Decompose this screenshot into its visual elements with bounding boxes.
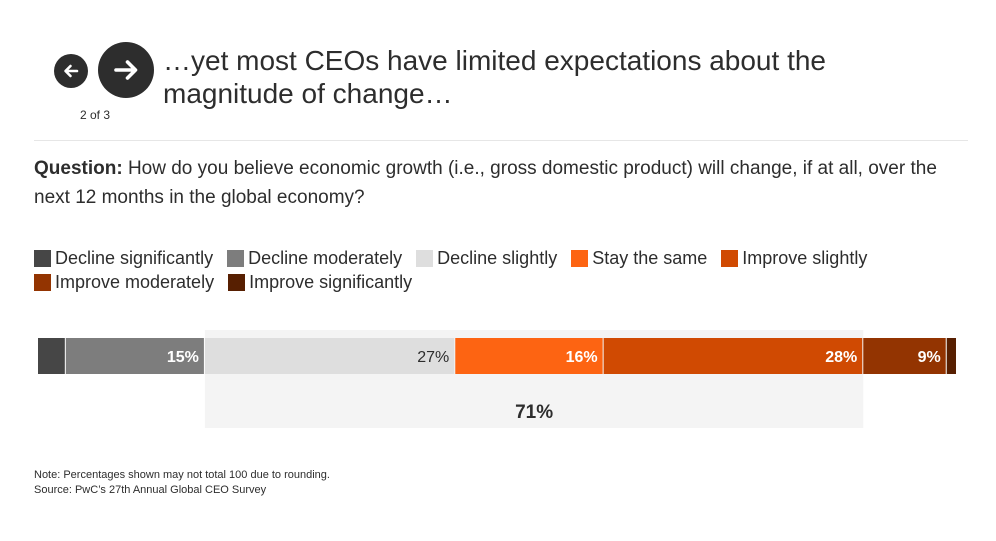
- bar-improve-slightly: [603, 338, 863, 374]
- bar-decline-significantly: [38, 338, 65, 374]
- source-text: Source: PwC’s 27th Annual Global CEO Sur…: [34, 484, 267, 496]
- legend-label: Decline moderately: [248, 248, 403, 268]
- legend-item-decline-slightly: Decline slightly: [416, 247, 557, 269]
- legend-item-improve-significantly: Improve significantly: [228, 271, 412, 293]
- data-label-decline-moderately: 15%: [167, 349, 199, 366]
- divider: [34, 140, 968, 141]
- legend-swatch: [571, 249, 589, 267]
- legend-item-decline-significantly: Decline significantly: [34, 247, 213, 269]
- slide-navigation: 2 of 3: [54, 42, 154, 122]
- chart-legend: Decline significantly Decline moderately D…: [34, 247, 964, 293]
- legend-swatch: [227, 249, 245, 267]
- bar-decline-moderately: [65, 338, 204, 374]
- legend-item-improve-slightly: Improve slightly: [721, 247, 867, 269]
- legend-swatch: [34, 273, 51, 291]
- data-label-improve-slightly: 28%: [825, 349, 857, 366]
- question-label: Question:: [34, 158, 123, 179]
- slide-counter: 2 of 3: [80, 108, 111, 122]
- question-body: How do you believe economic growth (i.e.…: [34, 158, 937, 208]
- legend-swatch: [721, 249, 739, 267]
- bar-improve-moderately: [863, 338, 946, 374]
- page-title: …yet most CEOs have limited expectations…: [163, 45, 826, 109]
- bar-decline-slightly: [204, 338, 455, 374]
- chart-notes: Note: Percentages shown may not total 10…: [34, 468, 330, 498]
- legend-item-decline-moderately: Decline moderately: [227, 247, 402, 269]
- legend-item-improve-moderately: Improve moderately: [34, 271, 214, 293]
- bar-stay-the-same: [455, 338, 603, 374]
- next-button[interactable]: [98, 42, 154, 98]
- note-text: Note: Percentages shown may not total 10…: [34, 469, 330, 481]
- legend-swatch: [416, 249, 434, 267]
- legend-item-stay-the-same: Stay the same: [571, 247, 707, 269]
- legend-label: Improve moderately: [55, 272, 215, 292]
- stacked-bar-chart: 15% 27% 16% 28% 9% 71%: [38, 330, 956, 428]
- legend-label: Improve significantly: [249, 272, 413, 292]
- question-text: Question: How do you believe economic gr…: [34, 154, 964, 212]
- bracket-label: 71%: [515, 402, 553, 423]
- bar-improve-significantly: [946, 338, 956, 374]
- previous-button[interactable]: [54, 54, 88, 88]
- legend-swatch: [228, 273, 246, 291]
- data-label-improve-moderately: 9%: [918, 349, 941, 366]
- legend-swatch: [34, 249, 51, 267]
- legend-label: Improve slightly: [742, 248, 868, 268]
- legend-label: Stay the same: [592, 248, 708, 268]
- arrow-left-icon: [64, 64, 79, 78]
- legend-label: Decline significantly: [55, 248, 214, 268]
- legend-label: Decline slightly: [437, 248, 558, 268]
- data-label-decline-slightly: 27%: [417, 349, 449, 366]
- arrow-right-icon: [114, 60, 138, 80]
- data-label-stay-the-same: 16%: [566, 349, 598, 366]
